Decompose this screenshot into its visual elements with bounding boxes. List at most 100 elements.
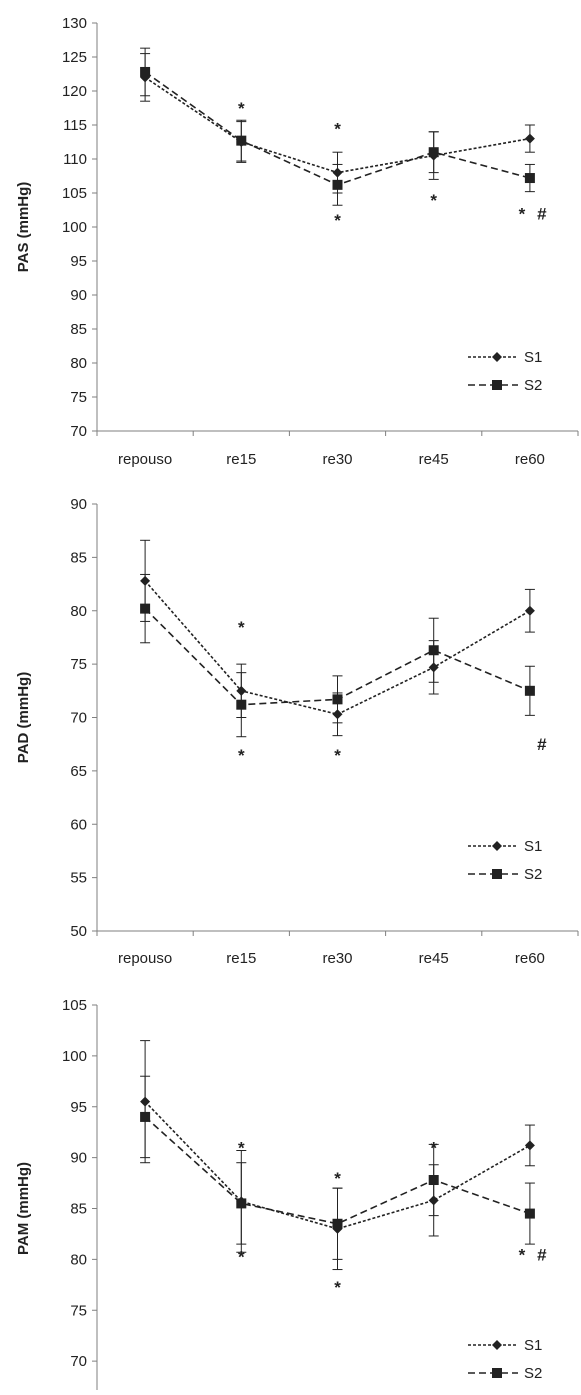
series-line <box>144 1101 531 1230</box>
y-tick-label: 60 <box>70 816 87 833</box>
y-tick-label: 75 <box>70 1302 87 1319</box>
x-tick-label: re15 <box>226 451 256 468</box>
significance-mark: * <box>238 1138 245 1157</box>
legend-marker <box>492 869 502 879</box>
data-point <box>524 685 535 696</box>
significance-mark: * <box>430 191 437 210</box>
chart-panel-3: 65707580859095100105PAM (mmHg)******#S1S… <box>15 997 547 1395</box>
y-tick-label: 100 <box>62 1048 87 1065</box>
legend-marker <box>492 380 502 390</box>
legend-entry-s2: S2 <box>468 1365 542 1382</box>
data-point <box>140 66 151 77</box>
y-tick-label: 80 <box>70 603 87 620</box>
y-tick-label: 85 <box>70 549 87 566</box>
significance-mark: * <box>334 1169 341 1188</box>
legend-label: S1 <box>524 838 542 855</box>
significance-mark: # <box>537 204 547 223</box>
legend-entry-s1: S1 <box>468 838 542 855</box>
data-point <box>428 1175 439 1186</box>
data-point <box>140 603 151 614</box>
y-tick-label: 70 <box>70 1353 87 1370</box>
legend-label: S2 <box>524 377 542 394</box>
y-tick-label: 125 <box>62 49 87 66</box>
significance-mark: * <box>238 746 245 765</box>
y-tick-label: 105 <box>62 997 87 1014</box>
x-tick-label: repouso <box>118 451 172 468</box>
significance-mark: * <box>519 1245 526 1264</box>
series-line <box>144 1116 531 1225</box>
legend-marker <box>492 841 502 851</box>
y-tick-label: 90 <box>70 496 87 513</box>
significance-mark: * <box>334 211 341 230</box>
legend-marker <box>492 1340 502 1350</box>
x-tick-label: re30 <box>322 451 352 468</box>
x-tick-label: re15 <box>226 950 256 967</box>
legend-entry-s1: S1 <box>468 349 542 366</box>
legend-label: S1 <box>524 1337 542 1354</box>
data-point <box>332 694 343 705</box>
y-tick-label: 85 <box>70 321 87 338</box>
legend-label: S2 <box>524 1365 542 1382</box>
data-point <box>524 173 535 184</box>
y-tick-label: 75 <box>70 656 87 673</box>
legend-label: S2 <box>524 866 542 883</box>
chart-panel-1: 70 75 80 85 90 95 100 105 110 115 120 125 130 repouso… <box>15 15 579 468</box>
data-point <box>140 1111 151 1122</box>
data-point <box>524 605 535 616</box>
significance-mark: * <box>238 1247 245 1266</box>
chart-panel-2: 50 55 60 65 70 75 80 85 90 repouso re15 re30 re45 re6… <box>15 496 579 967</box>
y-tick-label: 115 <box>63 117 87 134</box>
legend-entry-s1: S1 <box>468 1337 542 1354</box>
series-s2 <box>140 1075 535 1260</box>
data-point <box>524 1140 535 1151</box>
y-tick-label: 85 <box>70 1201 87 1218</box>
significance-mark: * <box>430 1138 437 1157</box>
y-tick-label: 110 <box>63 151 87 168</box>
data-point <box>428 645 439 656</box>
x-tick-label: re45 <box>419 950 449 967</box>
y-tick-label: 80 <box>70 355 87 372</box>
series-s2 <box>140 573 535 738</box>
data-point <box>524 133 535 144</box>
y-tick-label: 65 <box>70 763 87 780</box>
y-tick-label: 95 <box>70 253 87 270</box>
x-tick-label: re60 <box>515 451 545 468</box>
y-axis-label: PAM (mmHg) <box>15 1162 32 1255</box>
y-tick-label: 70 <box>70 423 87 440</box>
legend-label: S1 <box>524 349 542 366</box>
y-tick-label: 75 <box>70 389 87 406</box>
y-tick-label: 105 <box>62 185 87 202</box>
data-point <box>236 1198 247 1209</box>
significance-mark: * <box>334 119 341 138</box>
y-tick-label: 50 <box>70 923 87 940</box>
y-tick-label: 55 <box>70 870 87 887</box>
data-point <box>428 147 439 158</box>
significance-mark: * <box>334 1278 341 1297</box>
y-tick-label: 70 <box>70 710 87 727</box>
data-point <box>236 699 247 710</box>
significance-mark: * <box>334 746 341 765</box>
x-tick-label: re60 <box>515 950 545 967</box>
data-point <box>524 1208 535 1219</box>
x-tick-label: re30 <box>322 950 352 967</box>
significance-mark: * <box>519 204 526 223</box>
y-tick-label: 100 <box>62 219 87 236</box>
significance-mark: # <box>537 735 547 754</box>
significance-mark: * <box>238 618 245 637</box>
y-tick-label: 90 <box>70 1150 87 1167</box>
y-axis-label: PAS (mmHg) <box>15 182 32 273</box>
y-axis-label: PAD (mmHg) <box>15 672 32 763</box>
significance-mark: # <box>537 1245 547 1264</box>
x-tick-label: re45 <box>419 451 449 468</box>
data-point <box>332 179 343 190</box>
y-tick-label: 90 <box>70 287 87 304</box>
y-tick-label: 120 <box>62 83 87 100</box>
x-tick-label: repouso <box>118 950 172 967</box>
y-tick-label: 95 <box>70 1099 87 1116</box>
significance-mark: * <box>238 99 245 118</box>
legend-entry-s2: S2 <box>468 377 542 394</box>
legend-entry-s2: S2 <box>468 866 542 883</box>
y-tick-label: 80 <box>70 1251 87 1268</box>
